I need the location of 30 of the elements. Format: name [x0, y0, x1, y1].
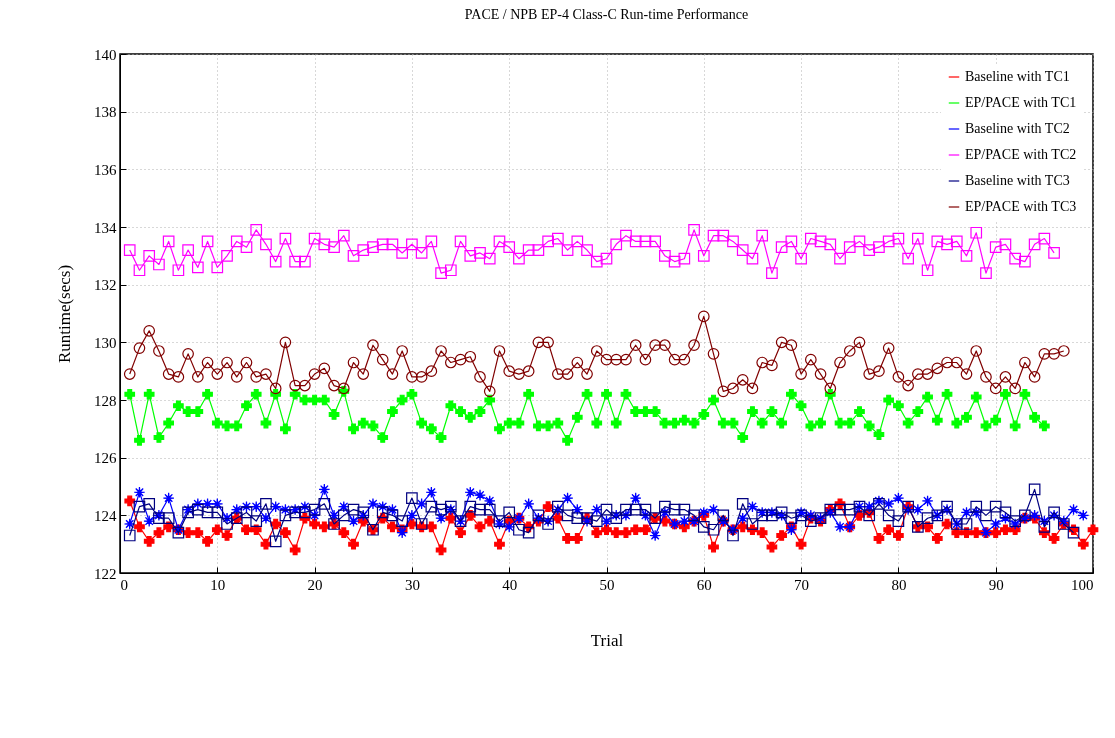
x-tick-label: 60 — [696, 576, 712, 593]
chart-title: PACE / NPB EP-4 Class-C Run-time Performance — [464, 7, 749, 22]
x-axis-title: Trial — [590, 630, 624, 650]
x-tick-label: 80 — [891, 576, 907, 593]
y-tick-label: 122 — [94, 565, 117, 582]
y-tick-label: 134 — [94, 219, 117, 236]
legend-label: Baseline with TC1 — [965, 69, 1070, 84]
y-tick-label: 126 — [94, 450, 117, 467]
y-tick-label: 140 — [94, 46, 117, 63]
x-tick-label: 100 — [1071, 576, 1094, 593]
y-tick-label: 124 — [94, 507, 117, 524]
legend-label: EP/PACE with TC1 — [965, 95, 1077, 110]
y-axis-title: Runtime(secs) — [55, 264, 74, 364]
legend-label: EP/PACE with TC2 — [965, 147, 1077, 162]
x-tick-label: 50 — [599, 576, 615, 593]
x-tick-label: 40 — [502, 576, 518, 593]
x-tick-label: 90 — [988, 576, 1004, 593]
x-tick-label: 30 — [404, 576, 420, 593]
x-tick-label: 70 — [794, 576, 810, 593]
legend-label: EP/PACE with TC3 — [965, 199, 1077, 214]
legend-label: Baseline with TC2 — [965, 121, 1070, 136]
x-tick-label: 0 — [120, 576, 128, 593]
x-tick-label: 10 — [210, 576, 226, 593]
y-tick-label: 132 — [94, 277, 117, 294]
y-tick-label: 128 — [94, 392, 117, 409]
y-tick-label: 138 — [94, 104, 117, 121]
y-tick-label: 136 — [94, 161, 117, 178]
x-tick-label: 20 — [307, 576, 323, 593]
y-tick-label: 130 — [94, 334, 117, 351]
legend-label: Baseline with TC3 — [965, 173, 1070, 188]
